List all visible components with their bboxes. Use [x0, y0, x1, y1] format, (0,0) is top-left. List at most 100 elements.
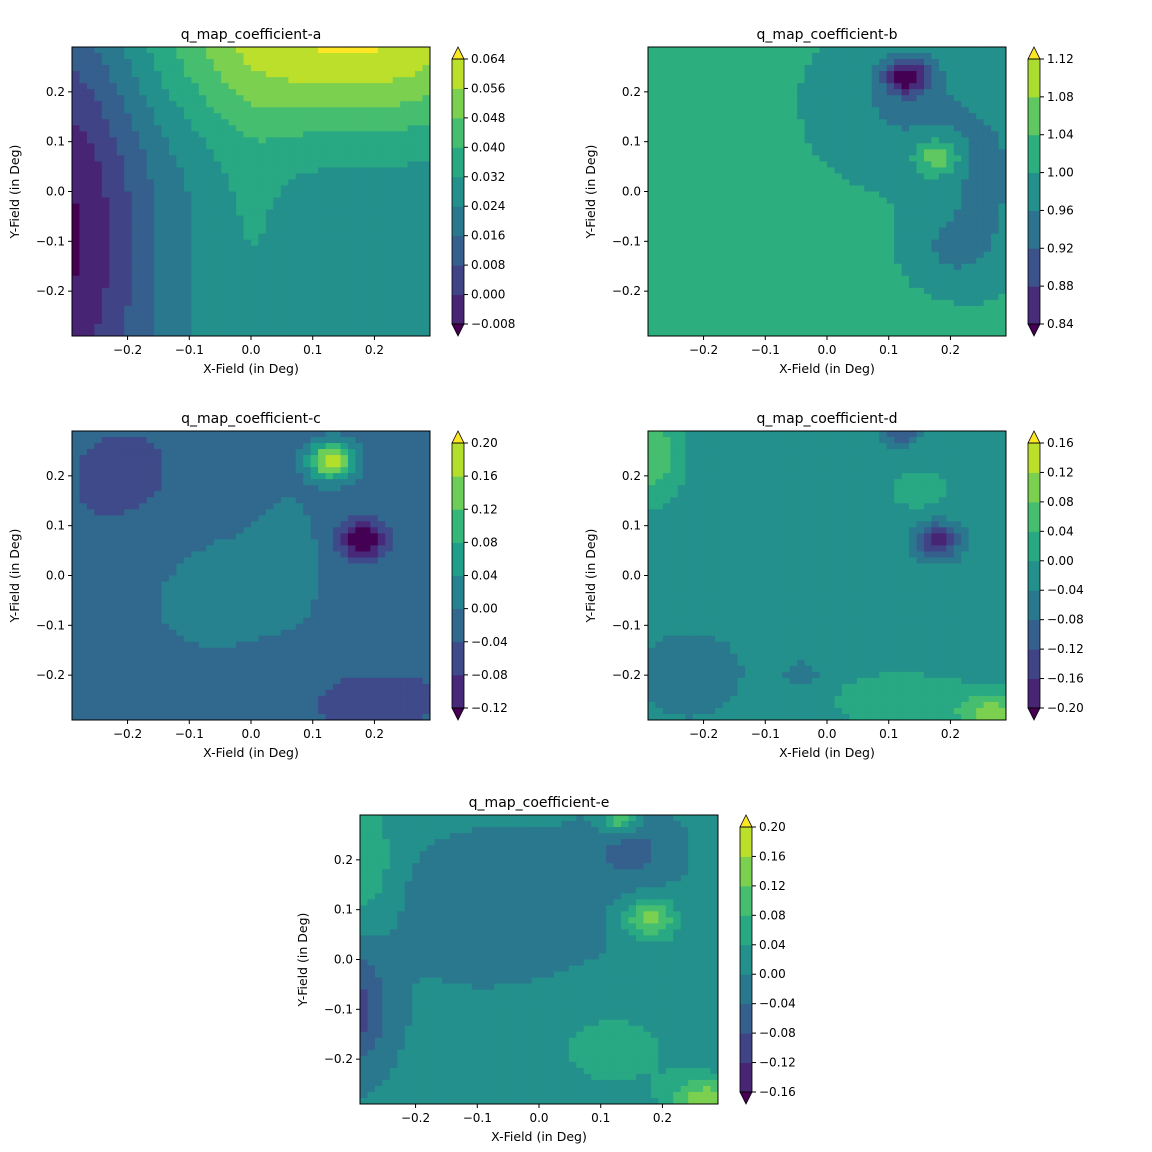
contour-cell	[117, 83, 125, 90]
contour-cell	[902, 294, 910, 301]
contour-cell	[849, 222, 857, 229]
contour-cell	[169, 149, 177, 156]
contour-cell	[820, 252, 828, 259]
contour-cell	[961, 210, 969, 217]
contour-cell	[999, 210, 1007, 217]
contour-cell	[221, 270, 229, 277]
contour-cell	[648, 101, 656, 108]
contour-cell	[87, 65, 95, 72]
contour-cell	[864, 125, 872, 132]
contour-cell	[969, 198, 977, 205]
contour-cell	[909, 119, 917, 126]
contour-cell	[887, 276, 895, 283]
contour-cell	[87, 654, 95, 661]
contour-cell	[303, 83, 311, 90]
contour-cell	[708, 216, 716, 223]
contour-cell	[393, 53, 401, 60]
contour-cell	[879, 125, 887, 132]
contour-cell	[348, 179, 356, 186]
contour-cell	[752, 137, 760, 144]
contour-cell	[857, 125, 865, 132]
contour-cell	[102, 53, 110, 60]
contour-cell	[169, 155, 177, 162]
contour-cell	[939, 264, 947, 271]
contour-cell	[221, 149, 229, 156]
contour-cell	[738, 101, 746, 108]
contour-cell	[917, 65, 925, 72]
contour-cell	[318, 161, 326, 168]
contour-cell	[147, 47, 155, 54]
contour-cell	[378, 89, 386, 96]
contour-cell	[341, 65, 349, 72]
colorbar-tick-label: 0.056	[471, 81, 505, 95]
contour-cell	[191, 161, 199, 168]
contour-cell	[333, 270, 341, 277]
contour-cell	[924, 216, 932, 223]
contour-cell	[693, 83, 701, 90]
contour-cell	[415, 59, 423, 66]
contour-cell	[827, 89, 835, 96]
contour-cell	[102, 252, 110, 259]
contour-cell	[363, 149, 371, 156]
contour-cell	[214, 137, 222, 144]
contour-cell	[738, 161, 746, 168]
contour-cell	[400, 149, 408, 156]
contour-cell	[341, 167, 349, 174]
contour-cell	[72, 708, 80, 715]
contour-cell	[87, 131, 95, 138]
contour-cell	[348, 53, 356, 60]
contour-cell	[415, 312, 423, 319]
contour-cell	[715, 204, 723, 211]
contour-cell	[258, 107, 266, 114]
contour-cell	[797, 65, 805, 72]
contour-cell	[767, 101, 775, 108]
contour-cell	[303, 276, 311, 283]
contour-cell	[102, 437, 110, 444]
contour-cell	[124, 143, 132, 150]
contour-cell	[385, 179, 393, 186]
contour-cell	[857, 276, 865, 283]
contour-cell	[984, 71, 992, 78]
contour-cell	[984, 137, 992, 144]
contour-cell	[872, 65, 880, 72]
contour-cell	[678, 234, 686, 241]
contour-cell	[760, 240, 768, 247]
contour-cell	[214, 282, 222, 289]
contour-cell	[797, 264, 805, 271]
contour-cell	[954, 318, 962, 325]
contour-cell	[685, 198, 693, 205]
contour-cell	[999, 324, 1007, 331]
contour-cell	[931, 192, 939, 199]
contour-cell	[206, 312, 214, 319]
contour-cell	[917, 300, 925, 307]
contour-cell	[79, 252, 87, 259]
contour-cell	[102, 185, 110, 192]
contour-cell	[423, 65, 431, 72]
contour-cell	[663, 59, 671, 66]
contour-cell	[760, 258, 768, 265]
colorbar-tick-label: −0.008	[471, 317, 515, 331]
contour-cell	[318, 264, 326, 271]
contour-cell	[775, 216, 783, 223]
contour-cell	[760, 107, 768, 114]
contour-cell	[348, 282, 356, 289]
contour-cell	[678, 228, 686, 235]
contour-cell	[385, 216, 393, 223]
contour-cell	[184, 137, 192, 144]
contour-cell	[946, 185, 954, 192]
contour-cell	[939, 294, 947, 301]
contour-cell	[117, 270, 125, 277]
contour-cell	[693, 89, 701, 96]
contour-cell	[273, 288, 281, 295]
contour-cell	[400, 270, 408, 277]
contour-cell	[917, 264, 925, 271]
contour-cell	[162, 210, 170, 217]
contour-cell	[79, 672, 87, 679]
contour-cell	[872, 252, 880, 259]
contour-cell	[917, 95, 925, 102]
contour-cell	[258, 101, 266, 108]
contour-cell	[393, 204, 401, 211]
contour-cell	[326, 53, 334, 60]
contour-cell	[72, 294, 80, 301]
contour-cell	[281, 143, 289, 150]
